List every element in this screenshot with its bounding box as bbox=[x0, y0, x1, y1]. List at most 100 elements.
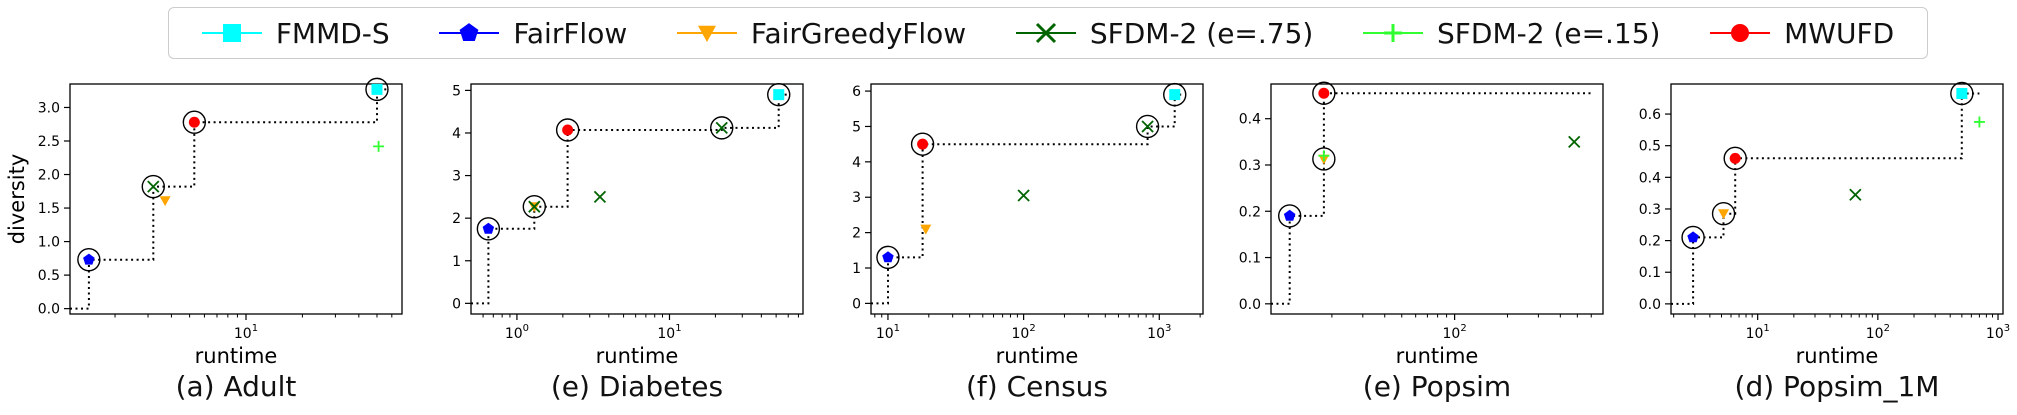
y-tick-label: 0.4 bbox=[1639, 170, 1661, 186]
legend-marker-fmmd-s bbox=[201, 24, 262, 42]
legend-marker-sfdm-2-e-75 bbox=[1015, 22, 1076, 44]
legend-item-fmmd-s: FMMD-S bbox=[201, 16, 390, 50]
x-axis-label: runtime bbox=[996, 344, 1079, 368]
point-sfdm-2-e-15 bbox=[1318, 150, 1330, 162]
point-sfdm-2-e-75 bbox=[715, 121, 728, 135]
point-fmmd-s bbox=[773, 89, 785, 101]
point-sfdm-2-e-15 bbox=[373, 140, 385, 152]
point-mwufd bbox=[188, 116, 200, 128]
pareto-circle bbox=[1277, 204, 1302, 228]
legend-label: SFDM-2 (e=.75) bbox=[1089, 16, 1314, 50]
point-fairflow bbox=[83, 253, 95, 265]
circle-marker-icon bbox=[1731, 24, 1750, 42]
y-tick-label: 1.5 bbox=[38, 201, 60, 217]
y-tick-label: 0 bbox=[852, 296, 861, 312]
y-tick-label: 0.4 bbox=[1239, 112, 1261, 128]
chart-caption: (f) Census bbox=[965, 370, 1109, 403]
y-tick-label: 2 bbox=[852, 226, 861, 242]
plot-frame bbox=[1670, 83, 2004, 315]
x-tick-label: 102 bbox=[1866, 323, 1890, 342]
y-axis-label: diversity bbox=[5, 154, 29, 245]
plot-frame bbox=[69, 83, 403, 315]
pareto-step-line bbox=[1671, 92, 1980, 305]
x-marker-icon bbox=[1035, 22, 1056, 44]
y-tick-label: 0.0 bbox=[1239, 297, 1261, 313]
legend-label: SFDM-2 (e=.15) bbox=[1437, 16, 1661, 50]
chart-panel-2: 0 1 2 3 4 5 100 101 runtime bbox=[452, 82, 804, 368]
y-tick-label: 4 bbox=[452, 126, 461, 142]
point-sfdm-2-e-75 bbox=[1849, 188, 1862, 201]
y-tick-label: 1 bbox=[452, 254, 461, 270]
pareto-circle bbox=[1312, 147, 1336, 171]
y-tick-label: 2 bbox=[452, 211, 461, 227]
x-axis-label: runtime bbox=[1796, 344, 1879, 368]
x-tick-label: 101 bbox=[1746, 323, 1770, 342]
y-tick-label: 0.5 bbox=[1639, 139, 1661, 155]
legend-item-mwufd: MWUFD bbox=[1710, 17, 1894, 50]
legend-item-fairflow: FairFlow bbox=[439, 17, 627, 50]
pareto-circle bbox=[1163, 82, 1187, 107]
y-tick-label: 0.2 bbox=[1639, 234, 1661, 250]
legend-label: FairFlow bbox=[513, 16, 628, 50]
point-sfdm-2-e-75 bbox=[147, 180, 160, 193]
legend-item-sfdm-2-e-75: SFDM-2 (e=.75) bbox=[1015, 16, 1314, 50]
chart-panel-3: 0 1 2 3 4 5 6 101 102 103 runtime bbox=[852, 82, 1204, 368]
y-tick-label: 0 bbox=[452, 296, 461, 312]
pareto-circle bbox=[141, 174, 165, 199]
chart-panel-5: 0.0 0.1 0.2 0.3 0.4 0.5 0.6 101 102 103 runtime bbox=[1639, 81, 2010, 368]
y-tick-label: 0.3 bbox=[1239, 158, 1261, 174]
legend-label: FMMD-S bbox=[275, 16, 390, 50]
point-fmmd-s bbox=[1956, 87, 1968, 99]
x-axis-label: runtime bbox=[195, 344, 278, 368]
x-tick-label: 101 bbox=[657, 323, 681, 342]
y-tick-label: 3.0 bbox=[38, 100, 60, 116]
point-sfdm-2-e-75 bbox=[593, 190, 607, 204]
point-sfdm-2-e-75 bbox=[1141, 120, 1154, 133]
x-tick-label: 100 bbox=[505, 323, 529, 342]
point-fairflow bbox=[1687, 231, 1699, 243]
y-tick-label: 0.1 bbox=[1639, 265, 1661, 281]
y-tick-label: 2.5 bbox=[38, 134, 60, 150]
point-fmmd-s bbox=[371, 83, 383, 95]
pareto-circle bbox=[365, 77, 389, 102]
x-tick-label: 103 bbox=[1147, 323, 1171, 342]
legend-marker-mwufd bbox=[1710, 24, 1771, 42]
y-tick-label: 5 bbox=[852, 119, 861, 135]
x-axis-label: runtime bbox=[1396, 344, 1479, 368]
x-tick-label: 102 bbox=[1443, 323, 1467, 342]
pareto-circle bbox=[1711, 202, 1736, 226]
plot-frame bbox=[870, 83, 1204, 315]
y-tick-label: 2.0 bbox=[38, 168, 60, 184]
chart-caption: (d) Popsim_1M bbox=[1734, 370, 1940, 403]
y-tick-label: 3 bbox=[852, 190, 861, 206]
point-mwufd bbox=[917, 138, 929, 150]
chart-panel-1: 0.0 0.5 1.0 1.5 2.0 2.5 3.0 101 runtime diversity bbox=[5, 77, 403, 368]
y-tick-label: 1 bbox=[852, 261, 861, 277]
point-sfdm-2-e-75 bbox=[528, 200, 541, 213]
x-tick-label: 102 bbox=[1012, 323, 1036, 342]
legend-label: MWUFD bbox=[1784, 16, 1895, 50]
y-tick-label: 0.1 bbox=[1239, 251, 1261, 267]
pareto-circle bbox=[522, 194, 547, 219]
pareto-step-line bbox=[1271, 92, 1592, 305]
x-tick-label: 103 bbox=[1986, 323, 2010, 342]
pareto-circle bbox=[182, 110, 207, 134]
y-tick-label: 0.0 bbox=[1639, 297, 1661, 313]
point-fairflow bbox=[482, 222, 495, 234]
pareto-circle bbox=[910, 132, 935, 156]
point-fairgreedyflow bbox=[1718, 209, 1730, 220]
y-tick-label: 5 bbox=[452, 83, 461, 99]
square-marker-icon bbox=[222, 24, 241, 42]
chart-caption: (a) Adult bbox=[175, 370, 297, 403]
pareto-circle bbox=[710, 116, 734, 140]
x-tick-label: 101 bbox=[876, 323, 900, 342]
legend: FMMD-S FairFlow FairGreedyFlow SFDM-2 (e=.7… bbox=[168, 7, 1928, 59]
chart-panel-4: 0.0 0.1 0.2 0.3 0.4 102 runtime bbox=[1239, 81, 1604, 368]
y-tick-label: 0.3 bbox=[1639, 202, 1661, 218]
plus-marker-icon bbox=[1384, 24, 1402, 42]
triangle-down-marker-icon bbox=[697, 25, 716, 42]
pareto-step-line bbox=[70, 88, 390, 310]
point-mwufd bbox=[562, 124, 574, 136]
point-sfdm-2-e-15 bbox=[1973, 116, 1985, 128]
